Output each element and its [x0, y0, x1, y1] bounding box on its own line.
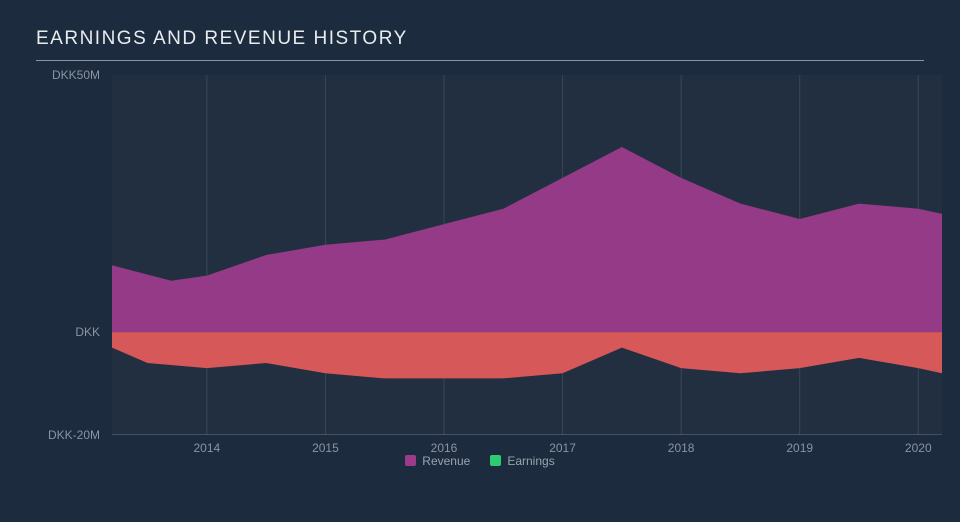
- y-tick-label: DKK50M: [52, 68, 100, 82]
- legend-swatch: [405, 455, 416, 466]
- legend-label: Earnings: [507, 454, 554, 468]
- plot-area: [112, 75, 942, 435]
- y-axis-labels: DKK-20M DKK DKK50M: [36, 69, 106, 439]
- y-tick-label: DKK-20M: [48, 428, 100, 442]
- y-tick-label: DKK: [75, 325, 100, 339]
- legend-label: Revenue: [422, 454, 470, 468]
- legend-item: Revenue: [405, 454, 470, 468]
- legend: Revenue Earnings: [36, 454, 924, 470]
- legend-swatch: [490, 455, 501, 466]
- chart-title: EARNINGS AND REVENUE HISTORY: [36, 28, 924, 61]
- legend-item: Earnings: [490, 454, 554, 468]
- chart-area: DKK-20MDKKDKK50M 20142015201620172018201…: [36, 69, 924, 469]
- chart-svg: [112, 75, 942, 435]
